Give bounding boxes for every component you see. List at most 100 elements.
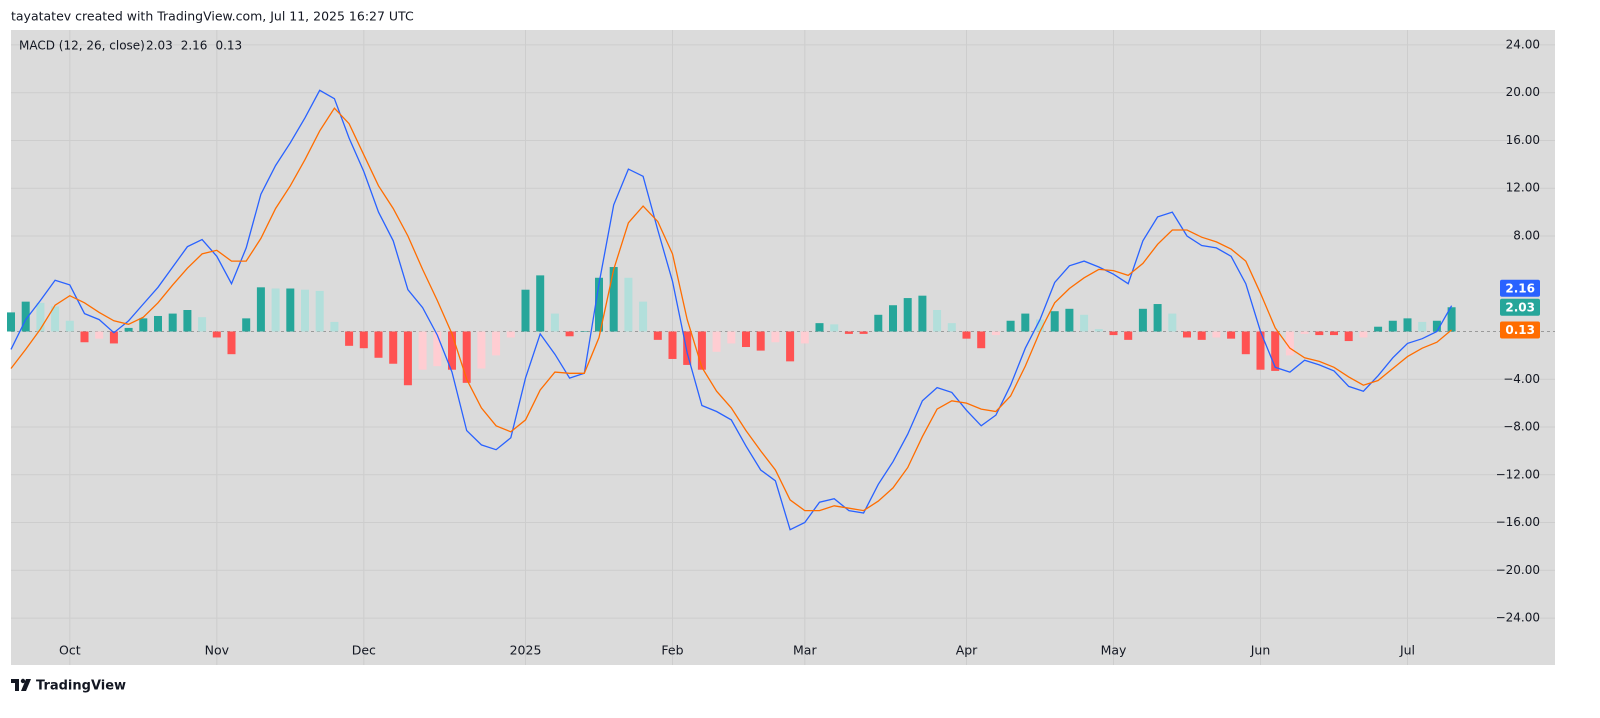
- histogram-bar: [506, 331, 515, 338]
- histogram-bar: [815, 323, 824, 332]
- histogram-bar: [477, 331, 486, 369]
- histogram-bar: [183, 310, 192, 332]
- histogram-bar: [933, 310, 942, 332]
- x-tick-label: Jul: [1399, 643, 1415, 658]
- histogram-bar: [1183, 331, 1191, 338]
- y-tick-label: −16.00: [1496, 515, 1540, 529]
- histogram-bar: [889, 305, 897, 332]
- histogram-bar: [1374, 326, 1383, 332]
- legend-title: MACD (12, 26, close): [19, 39, 145, 53]
- y-tick-label: −12.00: [1496, 467, 1540, 481]
- histogram-bar: [65, 320, 74, 332]
- histogram-bar: [521, 289, 530, 332]
- histogram-bar: [1300, 331, 1309, 334]
- histogram-bar: [1418, 321, 1427, 332]
- x-tick-label: Nov: [205, 643, 230, 658]
- logo-part: [15, 679, 19, 691]
- logo-part: [20, 678, 26, 684]
- y-tick-label: 16.00: [1506, 133, 1540, 147]
- histogram-bar: [565, 331, 574, 337]
- histogram-bar: [1094, 329, 1103, 332]
- plot-background: [11, 30, 1555, 665]
- histogram-bar: [947, 323, 956, 332]
- histogram-bar: [448, 331, 456, 370]
- histogram-bar: [1036, 319, 1044, 332]
- histogram-bar: [800, 331, 809, 344]
- histogram-bar: [433, 331, 442, 367]
- histogram-bar: [1124, 331, 1133, 340]
- histogram-bar: [903, 298, 912, 332]
- histogram-bar: [227, 331, 236, 355]
- histogram-bar: [1006, 320, 1015, 332]
- price-tag-label: 2.16: [1505, 281, 1535, 295]
- histogram-bar: [683, 331, 692, 365]
- histogram-bar: [1403, 318, 1412, 332]
- y-tick-label: −24.00: [1496, 611, 1540, 625]
- histogram-bar: [1021, 313, 1030, 332]
- histogram-bar: [712, 331, 721, 352]
- histogram-bar: [330, 321, 339, 332]
- footer-logo: TradingView: [11, 679, 126, 694]
- histogram-bar: [286, 288, 295, 332]
- x-tick-label: Apr: [956, 643, 978, 658]
- histogram-bar: [653, 331, 662, 340]
- y-tick-label: −8.00: [1503, 420, 1540, 434]
- histogram-bar: [697, 331, 706, 370]
- histogram-bar: [668, 331, 677, 359]
- histogram-bar: [374, 331, 383, 358]
- price-tag-label: 0.13: [1505, 323, 1535, 337]
- histogram-bar: [1447, 307, 1456, 332]
- histogram-bar: [1138, 308, 1147, 332]
- histogram-bar: [168, 313, 177, 332]
- histogram-bar: [624, 277, 633, 332]
- histogram-bar: [1285, 331, 1294, 356]
- histogram-bar: [1330, 331, 1338, 336]
- histogram-bar: [1197, 331, 1206, 340]
- price-tag: [1500, 298, 1540, 316]
- y-tick-label: 12.00: [1506, 181, 1540, 195]
- legend-value: 0.13: [215, 39, 242, 53]
- histogram-bar: [51, 306, 60, 332]
- lines: [10, 89, 1453, 531]
- y-tick-label: 20.00: [1506, 85, 1540, 99]
- histogram-bar: [95, 331, 104, 339]
- histogram-bar: [609, 267, 618, 332]
- histogram-bar: [212, 331, 221, 338]
- legend-value: 2.16: [181, 39, 208, 53]
- histogram-bar: [492, 331, 501, 356]
- histogram-bar: [7, 312, 15, 332]
- histogram-bar: [359, 331, 368, 349]
- x-tick-label: Oct: [59, 643, 81, 658]
- y-tick-label: 8.00: [1513, 228, 1540, 242]
- y-tick-label: −20.00: [1496, 563, 1540, 577]
- histogram-bar: [1227, 331, 1236, 339]
- histogram-bar: [918, 295, 927, 332]
- histogram-bar: [1432, 320, 1441, 332]
- price-tag: [1500, 279, 1540, 297]
- histogram: [7, 267, 1456, 386]
- axes: 24.00 20.00 16.00 12.00 8.00 −4.00 −8.00 −12.00…: [59, 37, 1540, 658]
- histogram-bar: [786, 331, 795, 362]
- histogram-bar: [1065, 308, 1074, 332]
- histogram-bar: [301, 289, 309, 332]
- histogram-bar: [727, 331, 736, 344]
- histogram-bar: [830, 324, 839, 332]
- series-line: [10, 89, 1453, 531]
- histogram-bar: [859, 331, 868, 334]
- histogram-bar: [536, 275, 545, 332]
- histogram-bar: [756, 331, 765, 351]
- x-tick-label: Jun: [1250, 643, 1271, 658]
- histogram-bar: [198, 317, 207, 332]
- histogram-bar: [595, 277, 603, 332]
- x-tick-label: 2025: [510, 643, 542, 658]
- histogram-bar: [742, 331, 750, 348]
- histogram-bar: [36, 302, 45, 332]
- histogram-bar: [418, 331, 427, 370]
- histogram-bar: [345, 331, 354, 346]
- histogram-bar: [1359, 331, 1368, 338]
- x-tick-label: Dec: [352, 643, 376, 658]
- histogram-bar: [1271, 331, 1280, 371]
- y-tick-label: −4.00: [1503, 372, 1540, 386]
